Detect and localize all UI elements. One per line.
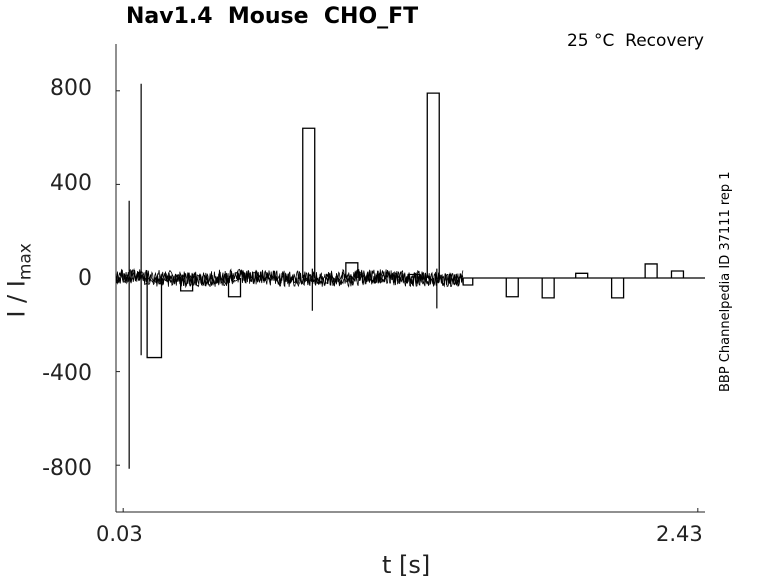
noise-trace	[115, 268, 464, 288]
chart-title: Nav1.4 Mouse CHO_FT	[126, 4, 419, 29]
y-tick-label: 0	[78, 266, 92, 291]
noise-traces	[115, 267, 705, 289]
current-pulse	[505, 278, 519, 298]
current-pulse	[426, 92, 440, 278]
current-pulse	[541, 278, 555, 299]
current-pulse	[670, 270, 685, 278]
current-pulse	[302, 127, 316, 278]
current-pulse	[407, 273, 421, 278]
current-pulse	[462, 278, 474, 286]
y-tick-label: 400	[50, 171, 92, 196]
data-marks	[128, 83, 685, 469]
side-label: BBP Channelpedia ID 37111 rep 1	[718, 171, 733, 392]
tick-marks	[116, 90, 699, 512]
current-pulse	[345, 262, 359, 278]
chart-subtitle: 25 °C Recovery	[566, 31, 704, 51]
current-pulse	[575, 272, 589, 278]
noise-trace	[115, 267, 464, 289]
current-pulse	[146, 278, 163, 359]
y-tick-label: -400	[42, 361, 92, 386]
current-pulse	[179, 278, 194, 292]
y-axis-label: I / Imax	[3, 225, 36, 335]
x-tick-label: 2.43	[656, 522, 703, 546]
y-tick-label: 800	[50, 76, 92, 101]
y-tick-label: -800	[42, 456, 92, 481]
x-axis-label: t [s]	[382, 551, 431, 579]
current-pulse	[644, 263, 658, 278]
y-axis-label-sub: max	[15, 243, 36, 281]
x-tick-label: 0.03	[96, 522, 143, 546]
current-pulse	[610, 278, 625, 299]
y-axis-label-main: I / I	[2, 280, 31, 318]
current-pulse	[227, 278, 242, 298]
